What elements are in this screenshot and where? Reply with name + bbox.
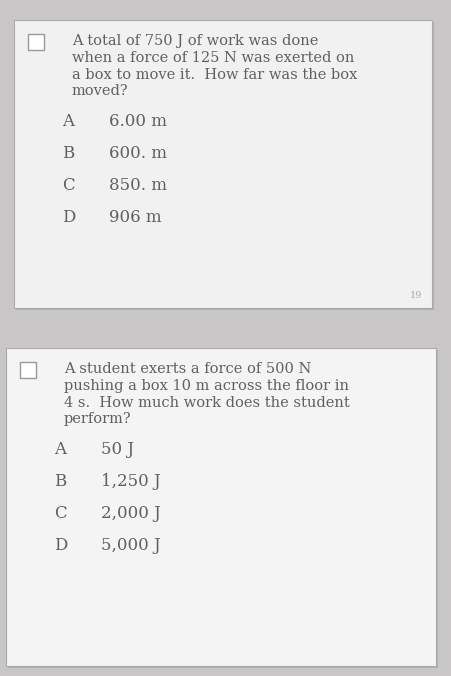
Text: pushing a box 10 m across the floor in: pushing a box 10 m across the floor in: [64, 379, 348, 393]
FancyBboxPatch shape: [8, 350, 437, 668]
Text: D: D: [54, 537, 67, 554]
Text: 906 m: 906 m: [109, 209, 161, 226]
Text: 4 s.  How much work does the student: 4 s. How much work does the student: [64, 395, 349, 410]
Text: 1,250 J: 1,250 J: [101, 473, 160, 490]
Text: 600. m: 600. m: [109, 145, 166, 162]
Text: B: B: [62, 145, 74, 162]
Text: 5,000 J: 5,000 J: [101, 537, 160, 554]
Text: 850. m: 850. m: [109, 177, 166, 194]
Bar: [20, 362, 36, 378]
Text: moved?: moved?: [72, 84, 129, 99]
Text: C: C: [62, 177, 74, 194]
Text: B: B: [54, 473, 66, 490]
FancyBboxPatch shape: [14, 20, 431, 308]
Text: 50 J: 50 J: [101, 441, 133, 458]
Text: C: C: [54, 505, 66, 522]
Text: 19: 19: [409, 291, 421, 300]
Text: perform?: perform?: [64, 412, 131, 427]
FancyBboxPatch shape: [6, 348, 435, 666]
Text: A student exerts a force of 500 N: A student exerts a force of 500 N: [64, 362, 311, 376]
Text: D: D: [62, 209, 75, 226]
Text: A: A: [62, 113, 74, 130]
Text: 2,000 J: 2,000 J: [101, 505, 161, 522]
Text: A total of 750 J of work was done: A total of 750 J of work was done: [72, 34, 318, 48]
Text: when a force of 125 N was exerted on: when a force of 125 N was exerted on: [72, 51, 354, 65]
Text: a box to move it.  How far was the box: a box to move it. How far was the box: [72, 68, 357, 82]
FancyBboxPatch shape: [16, 22, 433, 310]
Bar: [28, 34, 44, 50]
Text: A: A: [54, 441, 66, 458]
Text: 6.00 m: 6.00 m: [109, 113, 166, 130]
